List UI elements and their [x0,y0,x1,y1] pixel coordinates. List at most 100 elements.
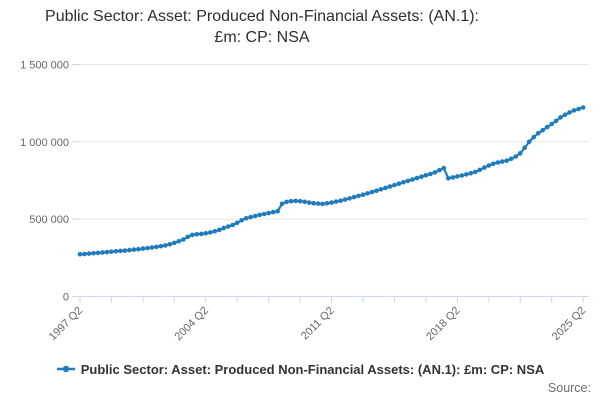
series-point[interactable] [441,165,447,171]
series-point[interactable] [437,167,442,173]
series-point[interactable] [315,201,321,206]
series-point[interactable] [118,248,123,254]
series-point[interactable] [517,151,523,156]
series-point[interactable] [212,229,218,234]
series-point[interactable] [342,197,348,202]
series-point[interactable] [360,192,366,197]
series-point[interactable] [351,194,357,200]
series-point[interactable] [234,220,240,226]
series-point[interactable] [396,181,402,186]
series-point[interactable] [297,198,303,204]
series-point[interactable] [113,249,119,254]
series-point[interactable] [248,214,253,220]
series-point[interactable] [266,210,272,216]
series-point[interactable] [562,112,568,117]
series-point[interactable] [208,230,213,235]
series-point[interactable] [553,118,559,124]
series-point[interactable] [190,232,195,238]
series-point[interactable] [513,154,518,159]
series-point[interactable] [293,198,298,204]
series-point[interactable] [109,249,114,254]
series-point[interactable] [535,131,541,136]
series-point[interactable] [311,200,316,206]
series-point[interactable] [455,174,460,179]
series-point[interactable] [504,158,510,163]
series-point[interactable] [185,234,191,240]
series-point[interactable] [405,178,411,184]
series-point[interactable] [419,174,424,179]
series-point[interactable] [306,200,312,205]
series-point[interactable] [549,121,554,127]
series-point[interactable] [356,193,361,199]
series-point[interactable] [468,171,474,176]
series-point[interactable] [122,248,128,253]
series-point[interactable] [392,182,397,188]
series-point[interactable] [576,106,581,112]
series-point[interactable] [279,201,285,207]
series-point[interactable] [136,246,141,252]
series-point[interactable] [181,237,186,242]
series-point[interactable] [261,211,267,217]
series-point[interactable] [446,176,451,181]
series-point[interactable] [158,243,164,249]
series-point[interactable] [526,139,532,145]
series-point[interactable] [369,189,375,195]
series-point[interactable] [338,198,343,203]
series-point[interactable] [423,173,429,178]
series-point[interactable] [365,191,370,196]
series-point[interactable] [95,250,101,256]
series-point[interactable] [270,209,276,215]
series-point[interactable] [324,201,330,206]
series-point[interactable] [580,105,586,110]
series-point[interactable] [401,180,406,185]
series-point[interactable] [104,249,110,255]
series-point[interactable] [239,218,244,223]
series-point[interactable] [149,245,155,250]
series-line[interactable] [78,106,585,256]
series-point[interactable] [540,127,545,133]
series-point[interactable] [428,171,433,177]
series-point[interactable] [257,212,263,218]
series-point[interactable] [558,115,563,120]
series-point[interactable] [243,216,249,221]
series-point[interactable] [127,247,132,253]
series-point[interactable] [464,172,469,177]
series-point[interactable] [140,246,146,251]
series-point[interactable] [567,110,572,115]
series-point[interactable] [329,200,334,205]
series-point[interactable] [499,159,505,164]
series-point[interactable] [194,232,200,237]
series-point[interactable] [172,240,177,246]
series-point[interactable] [199,231,204,237]
series-point[interactable] [347,196,352,201]
series-point[interactable] [82,251,87,257]
series-point[interactable] [378,187,384,192]
series-point[interactable] [275,208,280,214]
series-point[interactable] [320,201,325,207]
series-point[interactable] [221,225,226,231]
series-point[interactable] [203,231,209,236]
series-point[interactable] [163,243,168,248]
series-point[interactable] [477,167,483,173]
series-point[interactable] [450,175,456,180]
series-point[interactable] [432,170,438,175]
series-point[interactable] [225,224,231,229]
series-point[interactable] [252,213,258,219]
series-point[interactable] [571,108,577,113]
series-point[interactable] [302,199,307,205]
series-point[interactable] [531,134,536,140]
series-point[interactable] [495,160,501,165]
series-point[interactable] [167,242,173,247]
legend-item[interactable]: Public Sector: Asset: Produced Non-Finan… [56,362,544,377]
series-point[interactable] [508,156,514,162]
series-point[interactable] [491,161,496,167]
series-point[interactable] [91,250,96,256]
series-point[interactable] [486,163,492,168]
series-point[interactable] [217,227,222,233]
series-point[interactable] [459,173,465,178]
series-point[interactable] [383,185,388,191]
series-point[interactable] [131,247,137,252]
series-point[interactable] [544,124,550,130]
series-point[interactable] [410,177,415,182]
series-point[interactable] [414,175,420,181]
